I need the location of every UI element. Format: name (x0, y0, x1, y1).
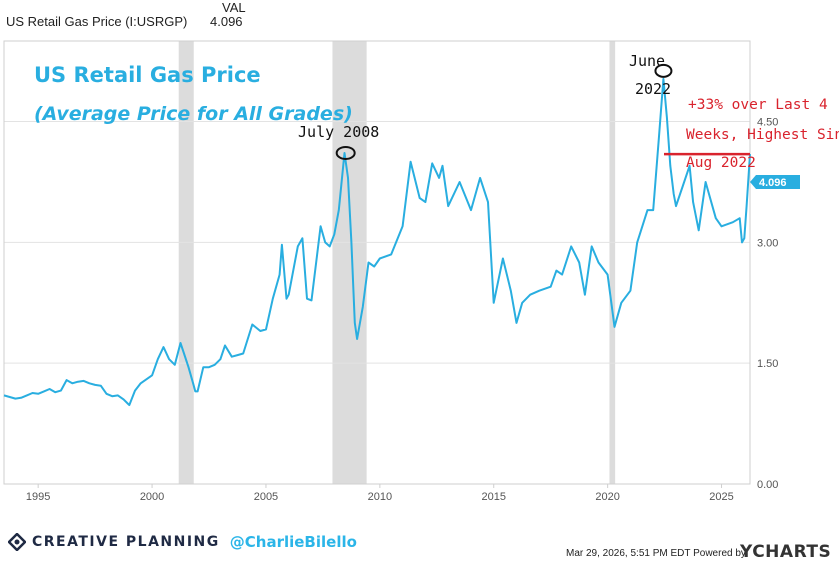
ycharts-logo: YCHARTS (740, 542, 832, 562)
annotations: July 2008 June 2022 +33% over Last 4 Weeks, … (298, 52, 839, 171)
peak-marker-2022 (654, 63, 673, 78)
peak-marker-2008 (335, 145, 356, 160)
x-tick-label: 2015 (481, 491, 505, 503)
x-tick-label: 2010 (368, 491, 392, 503)
creative-planning-icon (8, 533, 26, 551)
plot-frame (3, 40, 751, 485)
x-tick-label: 2000 (140, 491, 164, 503)
recession-band-1 (332, 41, 367, 484)
recession-bands (178, 41, 616, 484)
annotation-july-2008: July 2008 (298, 123, 379, 141)
author-handle: @CharlieBilello (229, 533, 357, 551)
annotation-callout-line-3: Aug 2022 (686, 155, 756, 171)
current-value-badge: 4.096 (750, 175, 800, 189)
current-value-label: 4.096 (759, 177, 787, 189)
y-tick-label: 1.50 (757, 358, 778, 370)
annotation-callout-line-1: +33% over Last 4 (688, 97, 828, 113)
gridlines (4, 121, 750, 364)
timestamp: Mar 29, 2026, 5:51 PM EDT Powered by (566, 548, 746, 559)
chart-subtitle: (Average Price for All Grades) (34, 103, 353, 125)
y-axis-ticks: 0.00 1.50 3.00 4.50 (757, 117, 778, 491)
value-column-label: VAL (222, 0, 246, 15)
series-line-gas-price (3, 77, 751, 407)
x-tick-label: 2025 (709, 491, 733, 503)
x-tick-label: 2005 (254, 491, 278, 503)
annotation-june-2022-line1: June (629, 52, 665, 70)
x-axis-ticks: 1995 2000 2005 2010 2015 2020 2025 (26, 484, 734, 503)
series-value: 4.096 (210, 14, 243, 29)
annotation-callout-line-2: Weeks, Highest Since (686, 127, 839, 143)
brand-logo: CREATIVE PLANNING @CharlieBilello (8, 533, 357, 551)
brand-name: CREATIVE PLANNING (32, 534, 220, 550)
series-name: US Retail Gas Price (I:USRGP) (6, 14, 188, 29)
annotation-june-2022-line2: 2022 (635, 80, 671, 98)
chart-title: US Retail Gas Price (34, 63, 261, 87)
x-tick-label: 1995 (26, 491, 50, 503)
x-tick-label: 2020 (595, 491, 619, 503)
y-tick-label: 0.00 (757, 479, 778, 491)
recession-band-2 (609, 41, 616, 484)
y-tick-label: 3.00 (757, 237, 778, 249)
y-tick-label: 4.50 (757, 117, 778, 129)
